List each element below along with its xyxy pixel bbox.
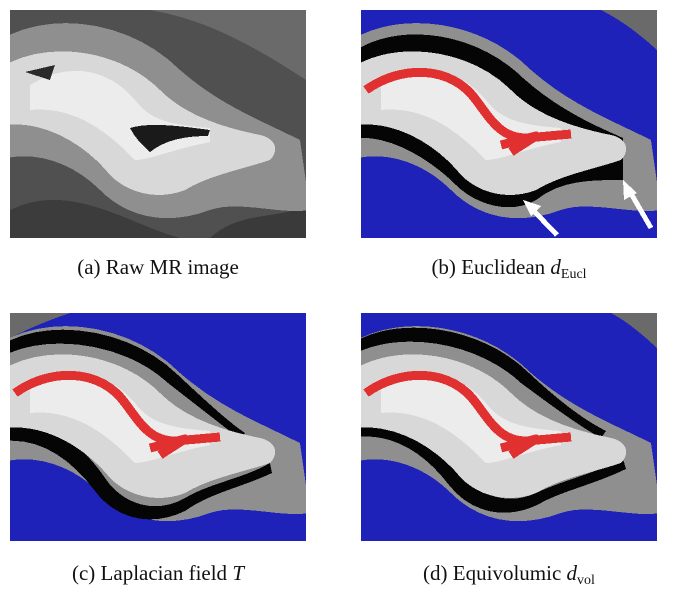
caption-letter: (d) — [423, 561, 448, 585]
caption-text: Equivolumic — [452, 561, 567, 585]
caption-c: (c) Laplacian field T — [0, 560, 323, 586]
caption-letter: (c) — [71, 561, 96, 585]
caption-variable: T — [232, 561, 244, 585]
caption-letter: (a) — [77, 255, 101, 279]
caption-text: Raw MR image — [105, 255, 239, 279]
caption-variable: d — [550, 255, 561, 279]
panel-equivolumic — [361, 313, 657, 541]
arrow-icon — [523, 180, 654, 237]
equivolumic-image — [361, 313, 657, 541]
panel-raw-mr-image — [10, 10, 306, 238]
caption-text: Laplacian field — [100, 561, 233, 585]
caption-text: Euclidean — [461, 255, 551, 279]
laplacian-image — [10, 313, 306, 541]
euclidean-image — [361, 10, 657, 238]
caption-variable: d — [566, 561, 578, 585]
raw-mr-image — [10, 10, 306, 238]
caption-d: (d) Equivolumic dvol — [344, 560, 674, 588]
caption-subscript: Eucl — [560, 267, 587, 282]
caption-a: (a) Raw MR image — [0, 254, 323, 280]
caption-letter: (b) — [431, 255, 456, 279]
panel-euclidean — [361, 10, 657, 238]
caption-subscript: vol — [577, 573, 595, 588]
panel-laplacian — [10, 313, 306, 541]
caption-b: (b) Euclidean dEucl — [344, 254, 674, 282]
